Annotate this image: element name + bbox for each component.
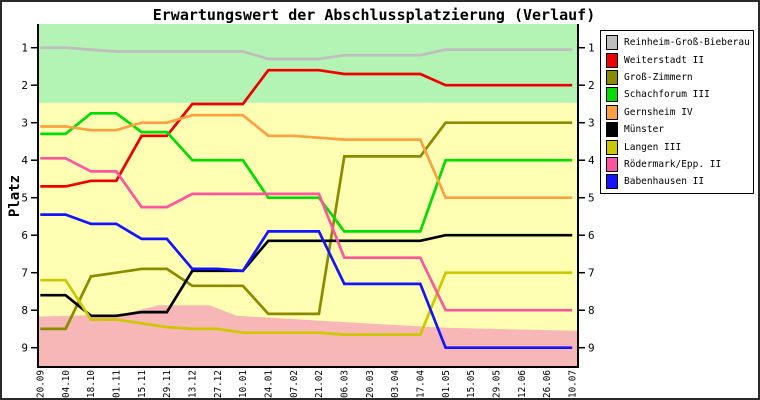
x-tick-label: 20.09	[36, 370, 47, 398]
chart-legend: Reinheim-Groß-Bieberau Weiterstadt II Groß…	[600, 30, 754, 194]
y-tick-label-left: 3	[21, 117, 28, 130]
x-tick-label: 21.02	[314, 370, 325, 398]
y-tick-label-right: 2	[588, 79, 595, 92]
y-tick-label-left: 5	[21, 192, 28, 205]
x-tick-label: 26.06	[542, 370, 553, 398]
legend-label: Reinheim-Groß-Bieberau	[624, 37, 750, 49]
y-tick-label-right: 3	[588, 117, 595, 130]
zone-relegation	[38, 305, 578, 367]
legend-label: Groß-Zimmern	[624, 71, 693, 83]
series-line-8	[40, 156, 573, 312]
x-tick-label: 15.11	[137, 370, 148, 398]
legend-swatch	[606, 52, 618, 68]
x-tick-label: 18.10	[86, 370, 97, 398]
x-tick-label: 01.05	[441, 370, 452, 398]
series-line-4	[40, 111, 573, 233]
y-tick-label-right: 5	[588, 192, 595, 205]
legend-item-9: Babenhausen II	[606, 173, 753, 190]
y-tick-label-left: 8	[21, 304, 28, 317]
legend-swatch	[606, 174, 618, 190]
x-tick-label: 01.11	[111, 370, 122, 398]
legend-label: Babenhausen II	[624, 176, 705, 188]
legend-swatch	[606, 156, 618, 172]
x-tick-label: 29.05	[491, 370, 502, 398]
zone-promotion	[38, 24, 578, 103]
legend-item-8: Rödermark/Epp. II	[606, 156, 753, 173]
legend-item-5: Gernsheim IV	[606, 104, 753, 121]
x-tick-label: 10.01	[238, 370, 249, 398]
x-tick-label: 27.12	[213, 370, 224, 398]
y-tick-label-left: 4	[21, 154, 28, 167]
chart-title: Erwartungswert der Abschlussplatzierung …	[152, 6, 596, 24]
y-tick-label-right: 8	[588, 304, 595, 317]
y-tick-label-left: 2	[21, 79, 28, 92]
y-tick-label-left: 9	[21, 342, 28, 355]
x-tick-label: 06.03	[339, 370, 350, 398]
x-tick-label: 13.12	[187, 370, 198, 398]
legend-swatch	[606, 87, 618, 103]
x-tick-label: 12.06	[517, 370, 528, 398]
x-tick-label: 20.03	[365, 370, 376, 398]
series-line-7	[40, 271, 573, 336]
series-line-9	[40, 213, 573, 350]
x-tick-label: 10.07	[567, 370, 578, 398]
legend-label: Münster	[624, 124, 665, 136]
x-tick-label: 15.05	[466, 370, 477, 398]
legend-item-1: Reinheim-Groß-Bieberau	[606, 34, 753, 51]
y-tick-label-left: 1	[21, 42, 28, 55]
y-tick-label-right: 7	[588, 267, 595, 280]
legend-swatch	[606, 139, 618, 155]
legend-item-7: Langen III	[606, 138, 753, 155]
y-tick-label-right: 4	[588, 154, 595, 167]
legend-label: Gernsheim IV	[624, 106, 693, 118]
x-tick-label: 17.04	[415, 370, 426, 398]
legend-swatch	[606, 104, 618, 120]
legend-label: Schachforum III	[624, 89, 710, 101]
legend-item-2: Weiterstadt II	[606, 51, 753, 68]
legend-label: Rödermark/Epp. II	[624, 158, 722, 170]
x-tick-label: 03.04	[390, 370, 401, 398]
series-line-2	[40, 68, 573, 188]
legend-label: Weiterstadt II	[624, 54, 705, 66]
x-tick-label: 24.01	[263, 370, 274, 398]
x-tick-label: 07.02	[289, 370, 300, 398]
legend-item-4: Schachforum III	[606, 86, 753, 103]
legend-item-6: Münster	[606, 121, 753, 138]
y-tick-label-right: 9	[588, 342, 595, 355]
y-tick-label-right: 1	[588, 42, 595, 55]
y-tick-label-right: 6	[588, 229, 595, 242]
series-line-3	[40, 121, 573, 331]
y-tick-label-left: 6	[21, 229, 28, 242]
series-line-1	[40, 46, 573, 61]
x-tick-label: 04.10	[61, 370, 72, 398]
y-tick-label-left: 7	[21, 267, 28, 280]
legend-swatch	[606, 69, 618, 85]
legend-item-3: Groß-Zimmern	[606, 69, 753, 86]
legend-label: Langen III	[624, 141, 682, 153]
x-tick-label: 29.11	[162, 370, 173, 398]
legend-swatch	[606, 35, 618, 51]
series-line-6	[40, 233, 573, 318]
legend-swatch	[606, 122, 618, 138]
series-line-5	[40, 113, 573, 200]
